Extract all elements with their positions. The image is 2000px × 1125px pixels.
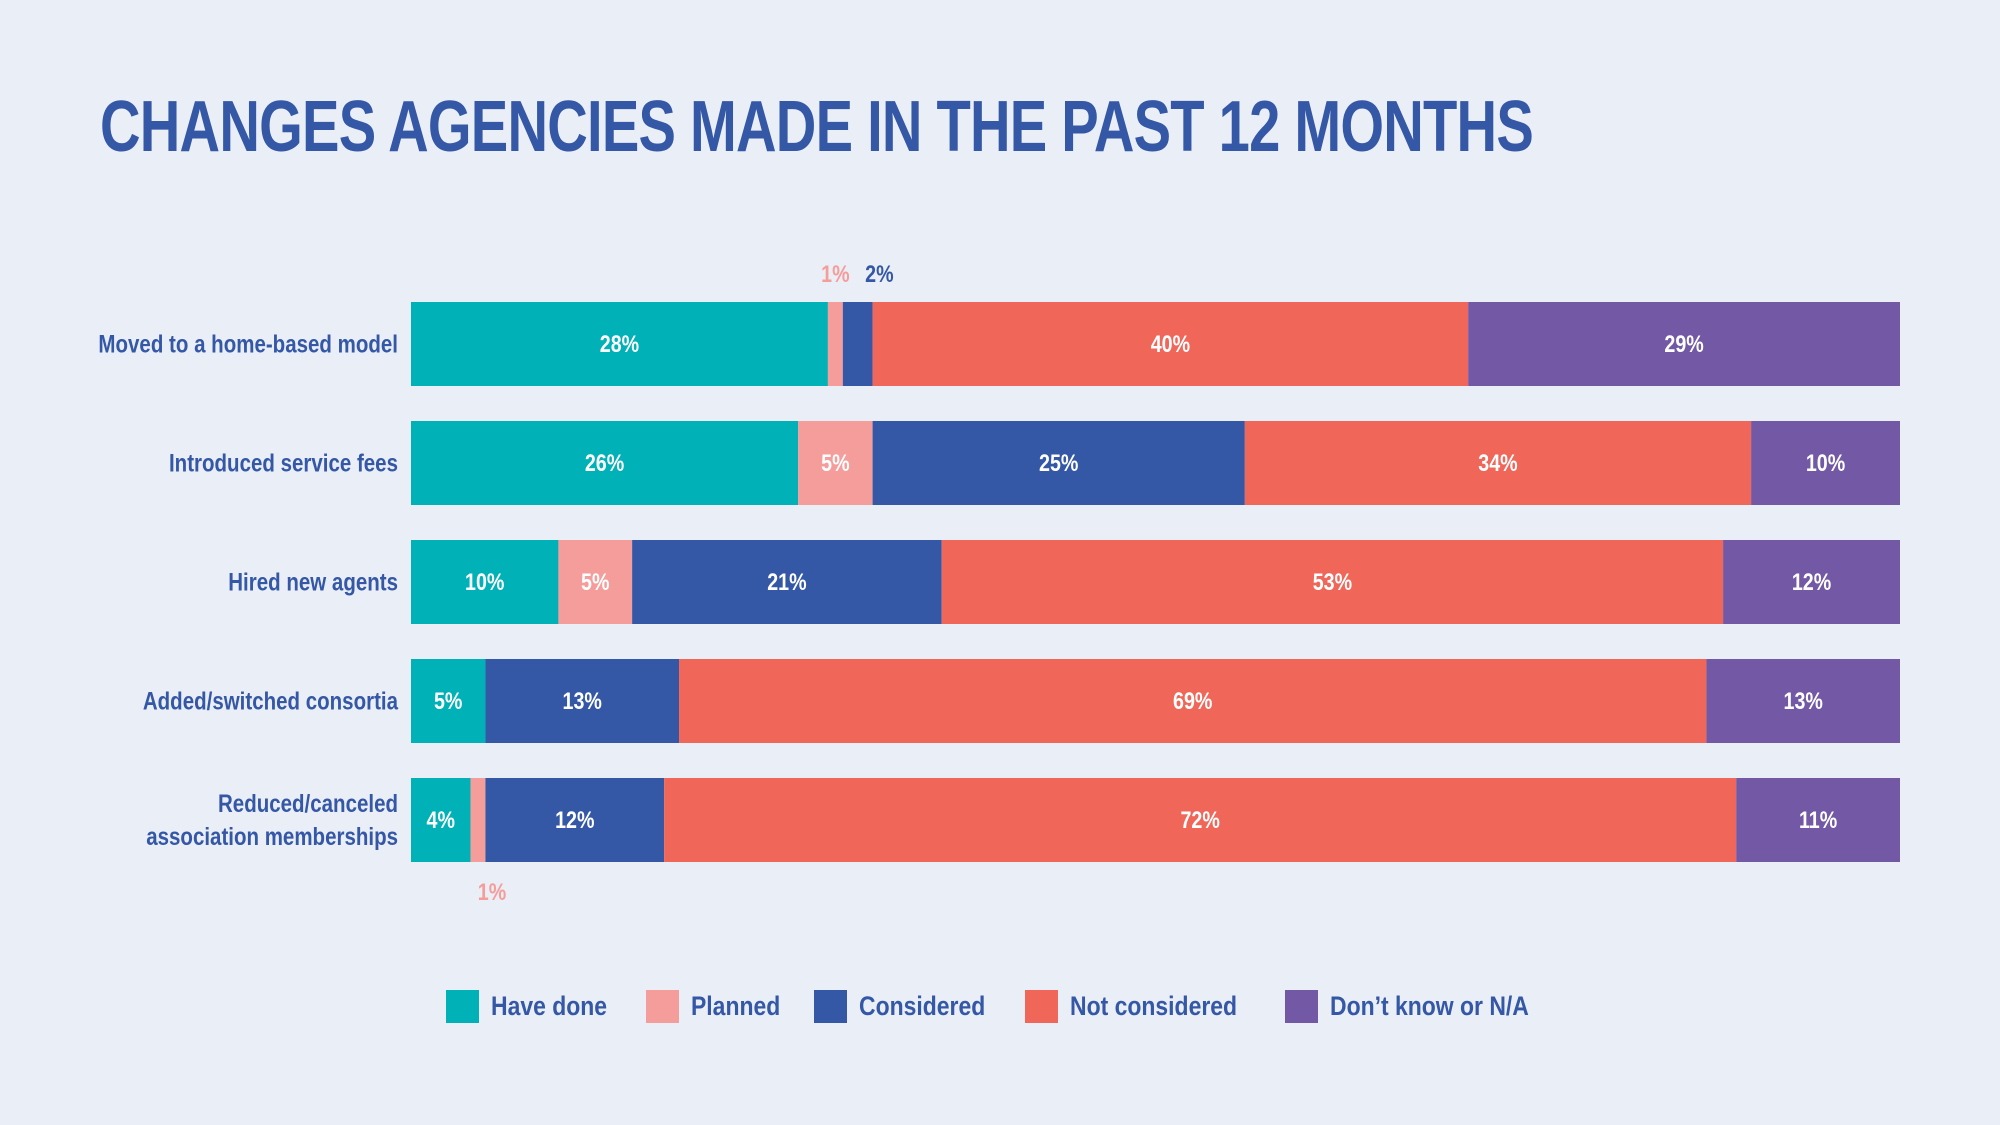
bar-segment xyxy=(411,540,559,624)
data-label: 40% xyxy=(1151,330,1190,357)
bar-segment xyxy=(411,421,799,505)
legend: Have done Planned Considered Not considered… xyxy=(0,990,2000,1023)
data-label: 5% xyxy=(434,687,462,714)
bar-segment xyxy=(485,659,680,743)
data-label: 10% xyxy=(465,568,504,595)
data-label: 1% xyxy=(478,878,506,905)
category-label: Introduced service fees xyxy=(169,449,398,477)
legend-label: Considered xyxy=(858,991,986,1021)
legend-swatch xyxy=(813,990,847,1023)
bar-segment xyxy=(632,540,942,624)
bar-segment xyxy=(827,302,843,386)
data-label: 11% xyxy=(1799,806,1837,833)
category-label: Reduced/canceled xyxy=(218,789,398,817)
legend-swatch xyxy=(1025,990,1059,1023)
legend-item: Not considered xyxy=(1025,990,1257,1023)
bar-segment xyxy=(679,659,1707,743)
bar-segment xyxy=(411,302,828,386)
bar-segment xyxy=(558,540,633,624)
data-label: 29% xyxy=(1664,330,1703,357)
legend-item: Have done xyxy=(446,990,618,1023)
data-label: 34% xyxy=(1478,449,1517,476)
data-label: 25% xyxy=(1039,449,1078,476)
bar-segment xyxy=(411,659,486,743)
data-label: 12% xyxy=(555,806,594,833)
data-label: 5% xyxy=(821,449,849,476)
data-label: 10% xyxy=(1806,449,1845,476)
bar-segment xyxy=(411,778,471,862)
bar-segment xyxy=(1706,659,1900,743)
data-label: 72% xyxy=(1180,806,1219,833)
data-label: 26% xyxy=(585,449,624,476)
category-label: association memberships xyxy=(146,822,398,850)
data-label: 5% xyxy=(581,568,609,595)
chart-title: CHANGES AGENCIES MADE IN THE PAST 12 MON… xyxy=(100,87,1534,167)
legend-label: Have done xyxy=(491,991,608,1021)
bar-segment xyxy=(798,421,873,505)
bar-segment xyxy=(872,421,1245,505)
bar-segment xyxy=(941,540,1724,624)
category-label: Hired new agents xyxy=(228,568,398,596)
data-label: 53% xyxy=(1313,568,1352,595)
legend-swatch xyxy=(446,990,480,1023)
data-label: 13% xyxy=(1784,687,1823,714)
legend-item: Don’t know or N/A xyxy=(1284,990,1554,1023)
bar-segment xyxy=(842,302,873,386)
bar-segment xyxy=(1736,778,1900,862)
bar-segment xyxy=(872,302,1469,386)
data-label: 1% xyxy=(821,260,849,287)
data-label: 28% xyxy=(600,330,639,357)
data-label: 69% xyxy=(1173,687,1212,714)
bar-segment xyxy=(1244,421,1752,505)
legend-swatch xyxy=(645,990,679,1023)
category-label: Added/switched consortia xyxy=(143,687,398,715)
data-label: 4% xyxy=(427,806,455,833)
bar-segment xyxy=(1751,421,1900,505)
bar-segment xyxy=(485,778,665,862)
data-label: 2% xyxy=(865,260,893,287)
legend-item: Considered xyxy=(813,990,998,1023)
bar-segment xyxy=(664,778,1737,862)
legend-label: Not considered xyxy=(1070,991,1238,1021)
legend-label: Planned xyxy=(690,991,781,1021)
category-label: Moved to a home-based model xyxy=(98,330,398,358)
bar-segment xyxy=(1468,302,1900,386)
data-label: 13% xyxy=(563,687,602,714)
legend-label: Don’t know or N/A xyxy=(1329,991,1529,1021)
data-label: 12% xyxy=(1792,568,1831,595)
bar-segment xyxy=(470,778,486,862)
legend-swatch xyxy=(1284,990,1318,1023)
bar-segment xyxy=(1723,540,1900,624)
legend-item: Planned xyxy=(645,990,786,1023)
data-label: 21% xyxy=(767,568,806,595)
